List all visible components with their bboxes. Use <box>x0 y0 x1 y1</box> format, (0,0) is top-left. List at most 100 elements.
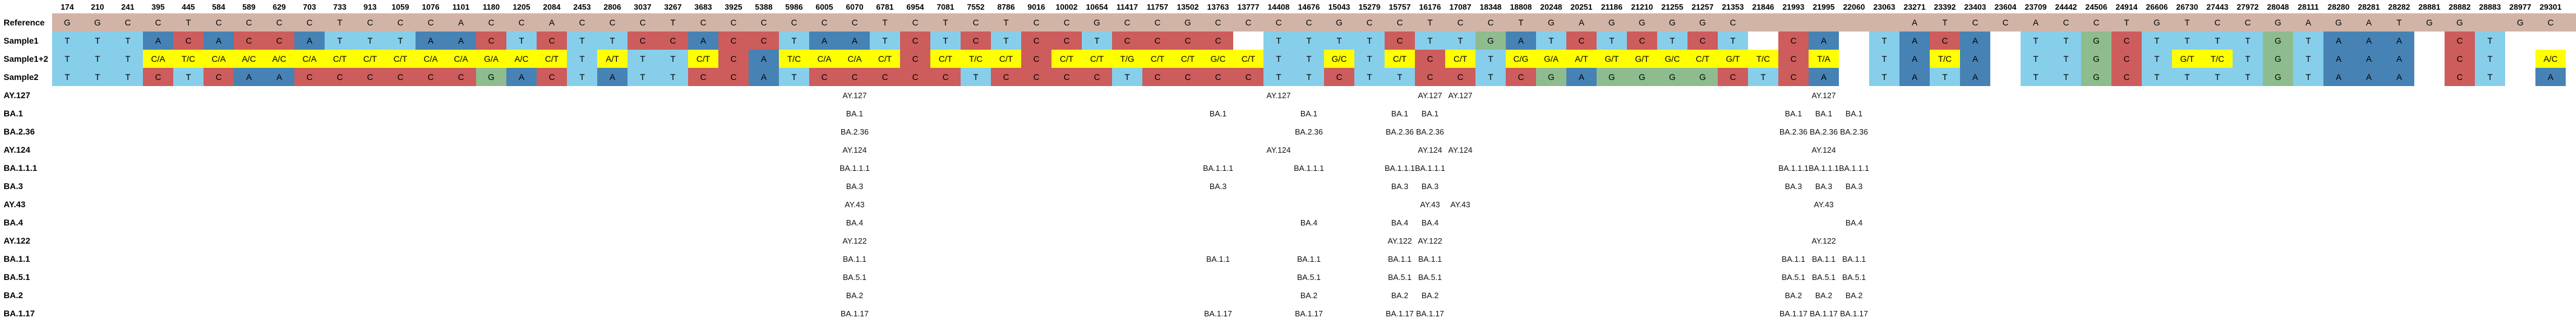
base-cell: T <box>2233 68 2263 86</box>
base-cell: A <box>1809 68 1839 86</box>
base-cell: G <box>1536 68 1566 86</box>
base-cell: C <box>1112 13 1142 32</box>
base-cell: G <box>2142 13 2172 32</box>
base-cell <box>1809 13 1839 32</box>
lineage-mark: BA.1 <box>1815 108 1833 118</box>
base-cell: C/A <box>446 50 476 68</box>
lineage-label: AY.124 <box>4 145 30 155</box>
position-header: 21210 <box>1631 2 1654 12</box>
base-cell: T/C <box>1930 50 1960 68</box>
base-cell: G/C <box>1657 50 1687 68</box>
lineage-label: AY.127 <box>4 90 30 100</box>
base-cell: C <box>870 68 900 86</box>
base-cell: C <box>567 13 597 32</box>
position-header: 15757 <box>1388 2 1411 12</box>
position-header: 21993 <box>1782 2 1805 12</box>
base-cell: A <box>2323 68 2354 86</box>
lineage-mark: AY.122 <box>842 236 867 245</box>
lineage-mark: AY.127 <box>1448 90 1472 100</box>
base-cell: A <box>143 32 173 50</box>
lineage-mark: BA.5.1 <box>1812 272 1836 282</box>
base-cell: T/C <box>173 50 204 68</box>
position-header: 5388 <box>755 2 773 12</box>
base-cell: C <box>1718 13 1748 32</box>
base-cell: C <box>1021 68 1051 86</box>
base-cell: A <box>2384 32 2414 50</box>
position-header: 5986 <box>785 2 803 12</box>
base-cell: G <box>476 68 506 86</box>
base-cell: C <box>718 68 749 86</box>
base-cell: C <box>113 13 143 32</box>
base-cell: T <box>1718 32 1748 50</box>
position-header: 3267 <box>664 2 682 12</box>
position-header: 26606 <box>2145 2 2168 12</box>
base-cell: G <box>2445 13 2475 32</box>
lineage-mark: BA.5.1 <box>1418 272 1442 282</box>
base-cell <box>2535 32 2566 50</box>
base-cell: C <box>1142 13 1173 32</box>
base-cell: G <box>52 13 82 32</box>
base-cell: T <box>1869 68 1899 86</box>
position-header: 1076 <box>422 2 440 12</box>
lineage-mark: AY.124 <box>1266 145 1291 155</box>
base-cell: A <box>1809 32 1839 50</box>
base-cell: C <box>1203 68 1233 86</box>
lineage-mark: AY.124 <box>842 145 867 155</box>
base-cell: C <box>900 50 930 68</box>
position-header: 20251 <box>1570 2 1593 12</box>
base-cell: C/A <box>839 50 870 68</box>
base-cell: C/A <box>809 50 839 68</box>
base-cell: T <box>1354 68 1385 86</box>
lineage-label: BA.4 <box>4 218 23 227</box>
lineage-mark: BA.1.17 <box>840 308 869 318</box>
base-cell: T <box>1869 32 1899 50</box>
base-cell: G <box>1657 13 1687 32</box>
position-header: 18808 <box>1509 2 1532 12</box>
position-header: 11757 <box>1147 2 1168 12</box>
base-cell: C <box>2445 68 2475 86</box>
base-cell <box>1748 32 1778 50</box>
base-cell: C <box>1778 32 1809 50</box>
lineage-mark: BA.3 <box>1815 181 1833 191</box>
base-cell: G/T <box>1718 50 1748 68</box>
base-cell: C <box>1415 50 1445 68</box>
lineage-mark: BA.4 <box>1421 218 1439 227</box>
lineage-label: BA.1.1.1 <box>4 163 38 173</box>
position-header: 27972 <box>2236 2 2259 12</box>
lineage-mark: BA.1.1 <box>1206 254 1230 264</box>
lineage-mark: BA.2.36 <box>1809 127 1838 136</box>
lineage-mark: BA.3 <box>1209 181 1227 191</box>
base-cell: T <box>173 13 204 32</box>
lineage-mark: BA.1.1.1 <box>1385 163 1415 173</box>
lineage-mark: BA.2 <box>1845 290 1863 300</box>
base-cell: C <box>1415 68 1445 86</box>
base-cell <box>2414 50 2445 68</box>
base-cell: C <box>627 13 658 32</box>
base-cell: C <box>234 32 264 50</box>
lineage-mark: BA.2 <box>1391 290 1409 300</box>
base-cell: C <box>1021 50 1051 68</box>
base-cell: T/G <box>1112 50 1142 68</box>
base-cell: A <box>1899 32 1930 50</box>
base-cell: C <box>416 68 446 86</box>
base-cell: G <box>1324 13 1354 32</box>
base-cell <box>2414 32 2445 50</box>
base-cell: T/A <box>1809 50 1839 68</box>
base-cell: T <box>1597 32 1627 50</box>
base-cell: G/T <box>1627 50 1657 68</box>
base-cell: A <box>264 68 294 86</box>
base-cell: C/T <box>325 50 355 68</box>
lineage-mark: BA.1.17 <box>1385 308 1414 318</box>
base-cell: T <box>82 32 113 50</box>
base-cell: T <box>1263 68 1294 86</box>
base-cell: C <box>839 13 870 32</box>
lineage-label: BA.5.1 <box>4 272 30 282</box>
base-cell: T <box>325 13 355 32</box>
base-cell: A <box>446 32 476 50</box>
base-cell <box>2475 13 2505 32</box>
lineage-mark: AY.124 <box>1417 145 1442 155</box>
base-cell: T <box>930 32 961 50</box>
base-cell: C <box>1082 68 1112 86</box>
base-cell: T <box>2051 50 2081 68</box>
